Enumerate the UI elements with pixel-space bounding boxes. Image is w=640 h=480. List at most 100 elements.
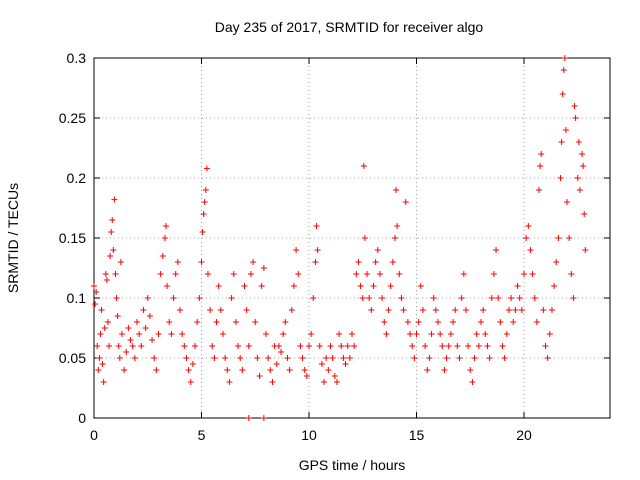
data-point: [181, 343, 188, 349]
data-point: [127, 337, 134, 343]
data-point: [544, 355, 551, 361]
data-point: [101, 325, 108, 331]
data-point: [226, 379, 233, 385]
data-point: [460, 271, 467, 277]
data-point: [342, 361, 349, 367]
chart-title: Day 235 of 2017, SRMTID for receiver alg…: [215, 19, 484, 35]
data-point: [581, 211, 588, 217]
data-point: [280, 331, 287, 337]
data-point: [278, 349, 285, 355]
data-point: [93, 289, 100, 295]
data-point: [488, 295, 495, 301]
data-point: [256, 373, 263, 379]
data-point: [222, 355, 229, 361]
data-point: [129, 343, 136, 349]
data-point: [495, 295, 502, 301]
data-point: [379, 295, 386, 301]
data-point: [316, 343, 323, 349]
data-point: [136, 331, 143, 337]
data-point: [411, 355, 418, 361]
data-point: [297, 343, 304, 349]
data-point: [168, 331, 175, 337]
data-point: [454, 343, 461, 349]
data-point: [303, 373, 310, 379]
data-point: [161, 235, 168, 241]
data-point: [314, 247, 321, 253]
data-point: [108, 229, 115, 235]
data-point: [189, 361, 196, 367]
data-point: [564, 199, 570, 205]
data-point: [396, 271, 403, 277]
data-point: [568, 271, 575, 277]
data-point: [146, 313, 153, 319]
data-point: [260, 265, 267, 271]
data-point: [198, 259, 205, 265]
data-point: [170, 295, 177, 301]
data-point: [450, 319, 457, 325]
data-point: [288, 307, 295, 313]
data-point: [439, 343, 446, 349]
data-point: [112, 271, 119, 277]
data-point: [114, 313, 121, 319]
data-point: [372, 259, 379, 265]
data-point: [576, 187, 583, 193]
data-point: [340, 355, 347, 361]
data-point: [443, 355, 450, 361]
data-point: [490, 271, 497, 277]
data-point: [452, 307, 459, 313]
data-point: [393, 187, 400, 193]
data-point: [202, 187, 209, 193]
data-point: [144, 295, 151, 301]
data-point: [213, 319, 220, 325]
data-point: [537, 163, 544, 169]
data-point: [374, 247, 381, 253]
data-point: [293, 247, 300, 253]
data-point: [473, 331, 480, 337]
data-point: [131, 355, 138, 361]
data-point: [456, 355, 463, 361]
data-point: [103, 277, 110, 283]
data-point: [562, 127, 569, 133]
data-points: [91, 55, 589, 421]
data-point: [497, 319, 504, 325]
x-tick-label: 20: [516, 427, 532, 443]
data-point: [580, 163, 587, 169]
data-point: [525, 223, 532, 229]
data-point: [413, 331, 420, 337]
data-point: [245, 415, 252, 421]
data-point: [183, 355, 190, 361]
data-point: [471, 355, 478, 361]
data-point: [357, 283, 364, 289]
data-point: [179, 331, 186, 337]
data-point: [308, 331, 315, 337]
data-point: [540, 307, 547, 313]
data-point: [310, 295, 317, 301]
data-point: [531, 295, 538, 301]
data-point: [575, 139, 582, 145]
data-point: [185, 367, 192, 373]
data-point: [398, 295, 405, 301]
data-point: [312, 259, 319, 265]
data-point: [346, 355, 353, 361]
data-point: [275, 343, 282, 349]
y-tick-label: 0.2: [67, 170, 87, 186]
data-point: [523, 235, 530, 241]
x-tick-label: 5: [198, 427, 206, 443]
data-point: [368, 307, 375, 313]
data-point: [389, 259, 396, 265]
data-point: [344, 343, 351, 349]
data-point: [555, 235, 562, 241]
data-point: [527, 247, 534, 253]
data-point: [113, 295, 120, 301]
data-point: [209, 343, 216, 349]
data-point: [104, 319, 111, 325]
data-point: [258, 283, 265, 289]
data-point: [566, 235, 573, 241]
data-point: [138, 343, 145, 349]
data-point: [118, 331, 125, 337]
data-point: [220, 331, 226, 337]
data-point: [207, 307, 214, 313]
data-point: [514, 283, 521, 289]
data-point: [177, 307, 183, 313]
data-point: [482, 331, 489, 337]
